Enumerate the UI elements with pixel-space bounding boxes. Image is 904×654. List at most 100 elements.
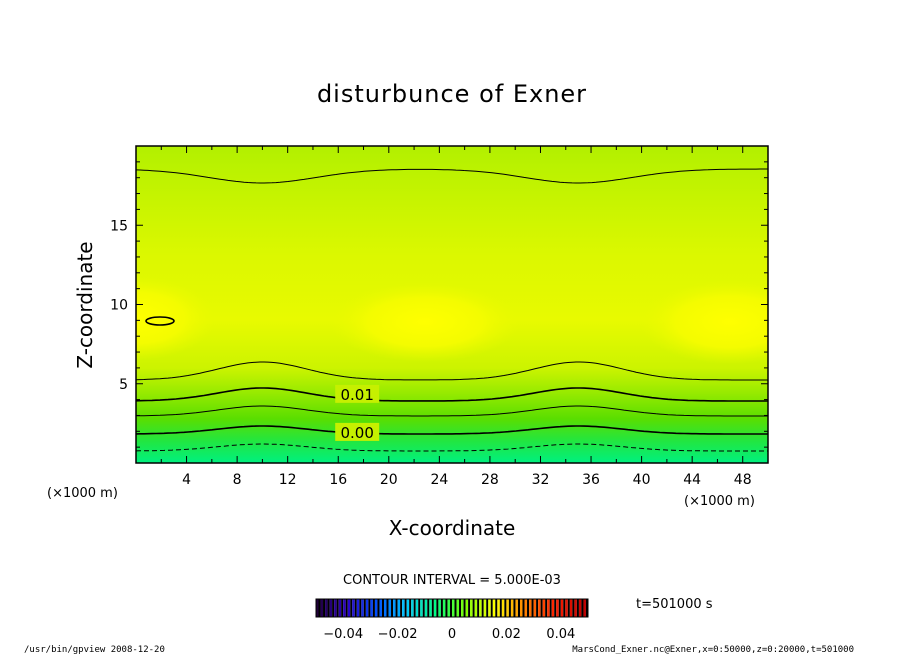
plot-area bbox=[136, 146, 768, 463]
contour-closed-loop bbox=[145, 316, 175, 326]
colorbar-strip bbox=[510, 599, 514, 617]
colorbar-strip bbox=[483, 599, 487, 617]
colorbar-gap bbox=[327, 599, 330, 617]
colorbar-strip bbox=[479, 599, 482, 617]
x-tick-label: 48 bbox=[734, 472, 752, 488]
colorbar-strip bbox=[433, 599, 437, 617]
colorbar-strip bbox=[569, 599, 573, 617]
colorbar-gap bbox=[549, 599, 552, 617]
colorbar-tick-label: −0.04 bbox=[323, 627, 363, 642]
colorbar-gap bbox=[558, 599, 561, 617]
colorbar-strip bbox=[565, 599, 568, 617]
colorbar-gap bbox=[486, 599, 489, 617]
colorbar-tick-label: 0.04 bbox=[546, 627, 575, 642]
colorbar-gap bbox=[332, 599, 335, 617]
time-label: t=501000 s bbox=[636, 597, 713, 612]
colorbar-gap bbox=[463, 599, 466, 617]
colorbar-strip bbox=[452, 599, 455, 617]
colorbar-gap bbox=[436, 599, 439, 617]
colorbar-gap bbox=[481, 599, 484, 617]
colorbar-strip bbox=[461, 599, 464, 617]
colorbar-gap bbox=[341, 599, 344, 617]
colorbar-gap bbox=[581, 599, 584, 617]
y-tick-label: 10 bbox=[110, 298, 128, 314]
colorbar-gap bbox=[359, 599, 362, 617]
colorbar-strip bbox=[560, 599, 564, 617]
colorbar-gap bbox=[363, 599, 366, 617]
colorbar-gap bbox=[508, 599, 511, 617]
x-tick-label: 8 bbox=[233, 472, 242, 488]
colorbar-strip bbox=[415, 599, 419, 617]
colorbar-gap bbox=[404, 599, 407, 617]
y-tick-label: 15 bbox=[110, 218, 128, 234]
colorbar-strip bbox=[388, 599, 392, 617]
colorbar-strip bbox=[474, 599, 478, 617]
colorbar-gap bbox=[336, 599, 339, 617]
colorbar-gap bbox=[440, 599, 443, 617]
colorbar-strip bbox=[556, 599, 559, 617]
colorbar-strip bbox=[338, 599, 342, 617]
colorbar-gap bbox=[459, 599, 462, 617]
x-tick-label: 28 bbox=[481, 472, 499, 488]
colorbar-strip bbox=[429, 599, 432, 617]
contour-label: 0.01 bbox=[340, 386, 373, 404]
colorbar-gap bbox=[472, 599, 475, 617]
colorbar-strip bbox=[492, 599, 496, 617]
colorbar-tick-label: −0.02 bbox=[378, 627, 418, 642]
colorbar-strip bbox=[356, 599, 360, 617]
colorbar-gap bbox=[354, 599, 357, 617]
colorbar-strip bbox=[574, 599, 577, 617]
colorbar-strip bbox=[583, 599, 586, 617]
colorbar-strip bbox=[542, 599, 546, 617]
colorbar-gap bbox=[345, 599, 348, 617]
colorbar-gap bbox=[422, 599, 425, 617]
colorbar-strip bbox=[370, 599, 373, 617]
colorbar-gap bbox=[540, 599, 543, 617]
colorbar-strip bbox=[447, 599, 450, 617]
colorbar-strip bbox=[406, 599, 410, 617]
colorbar-strip bbox=[334, 599, 337, 617]
x-tick-label: 44 bbox=[683, 472, 701, 488]
colorbar-strip bbox=[465, 599, 469, 617]
colorbar-strip bbox=[497, 599, 500, 617]
colorbar-strip bbox=[538, 599, 541, 617]
contour-line-neg bbox=[136, 443, 768, 452]
y-axis-label: Z-coordinate bbox=[73, 241, 97, 368]
colorbar-tick-label: 0 bbox=[448, 627, 456, 642]
colorbar-strip bbox=[533, 599, 537, 617]
colorbar-strip bbox=[320, 599, 324, 617]
field-maximum-3 bbox=[640, 280, 768, 364]
x-tick-label: 12 bbox=[279, 472, 297, 488]
colorbar-strip bbox=[515, 599, 518, 617]
colorbar-gap bbox=[395, 599, 398, 617]
colorbar-gap bbox=[454, 599, 457, 617]
colorbar-strip bbox=[529, 599, 532, 617]
contour-line-top bbox=[136, 168, 768, 184]
colorbar-gap bbox=[513, 599, 516, 617]
colorbar-strip bbox=[361, 599, 364, 617]
contour-line-2 bbox=[136, 405, 768, 417]
colorbar-strip bbox=[424, 599, 428, 617]
contour-line-1 bbox=[136, 361, 768, 381]
colorbar-strip bbox=[501, 599, 505, 617]
chart-title: disturbunce of Exner bbox=[317, 80, 587, 108]
colorbar-gap bbox=[372, 599, 375, 617]
colorbar-strip bbox=[506, 599, 509, 617]
contour-label-bg bbox=[335, 384, 380, 403]
colorbar-gap bbox=[567, 599, 570, 617]
colorbar-strip bbox=[402, 599, 405, 617]
colorbar-gap bbox=[545, 599, 548, 617]
footer-right: MarsCond_Exner.nc@Exner,x=0:50000,z=0:20… bbox=[572, 645, 854, 654]
colorbar-strip bbox=[379, 599, 382, 617]
colorbar-gap bbox=[468, 599, 471, 617]
colorbar-gap bbox=[386, 599, 389, 617]
colorbar-gap bbox=[318, 599, 321, 617]
footer-left: /usr/bin/gpview 2008-12-20 bbox=[24, 645, 165, 654]
colorbar-strip bbox=[365, 599, 369, 617]
colorbar-strip bbox=[411, 599, 414, 617]
colorbar-strip bbox=[343, 599, 346, 617]
colorbar-strip bbox=[456, 599, 460, 617]
colorbar-tick-label: 0.02 bbox=[492, 627, 521, 642]
colorbar-gap bbox=[477, 599, 480, 617]
